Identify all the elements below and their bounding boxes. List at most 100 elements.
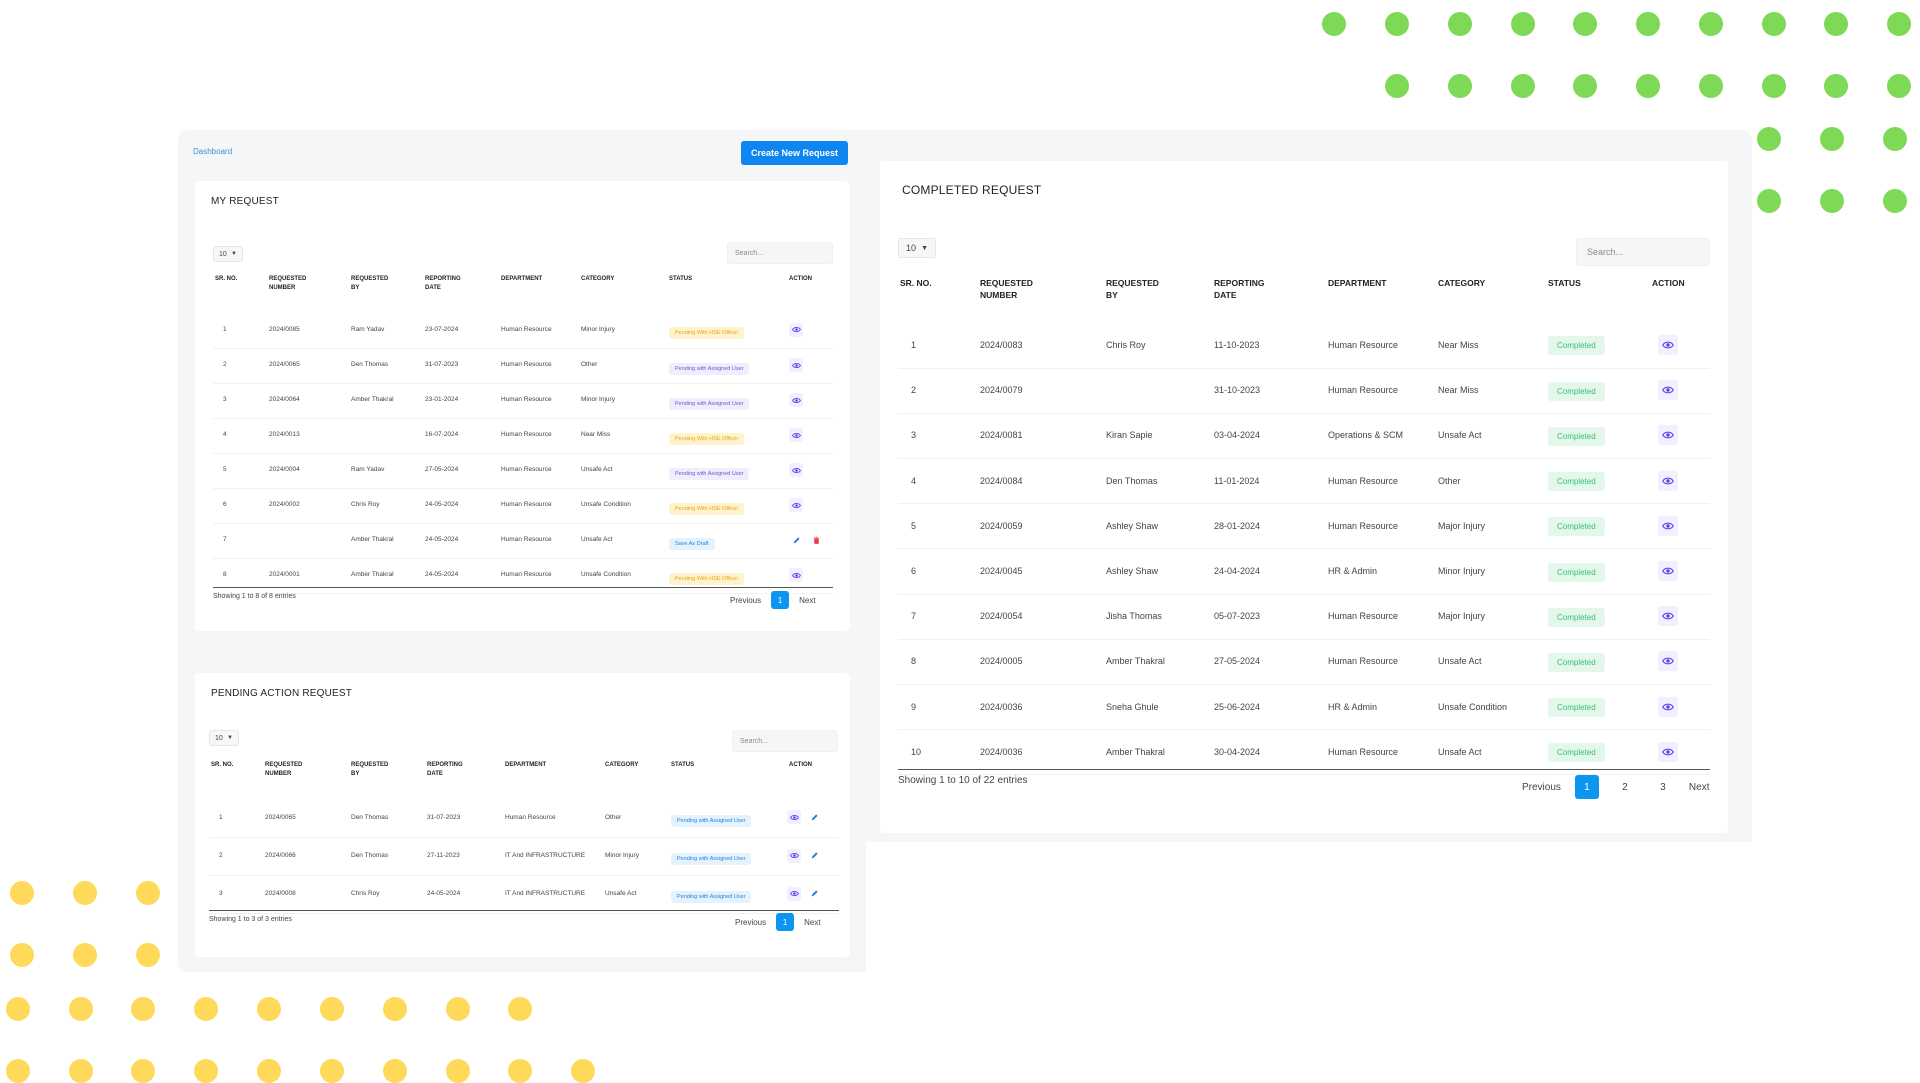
column-header[interactable]: ACTION <box>789 762 812 768</box>
pagination-page-2[interactable]: 2 <box>1622 781 1628 793</box>
pagination-next[interactable]: Next <box>799 595 816 605</box>
pagination-page-1[interactable]: 1 <box>776 913 795 931</box>
column-header[interactable]: SR. NO. <box>215 276 238 282</box>
create-new-request-button[interactable]: Create New Request <box>741 141 848 165</box>
action-cell <box>785 348 833 383</box>
action-cell <box>1648 549 1710 594</box>
column-header[interactable]: DEPARTMENT <box>1328 278 1387 288</box>
eye-icon[interactable] <box>1658 380 1678 401</box>
pencil-icon[interactable] <box>807 810 821 824</box>
eye-icon[interactable] <box>789 322 803 337</box>
pencil-icon[interactable] <box>789 533 803 547</box>
eye-icon[interactable] <box>1658 561 1678 582</box>
column-header[interactable]: STATUS <box>671 762 695 768</box>
eye-icon[interactable] <box>1658 696 1678 717</box>
pagination-previous[interactable]: Previous <box>1522 781 1561 793</box>
column-header[interactable]: CATEGORY <box>605 762 639 768</box>
category-cell: Unsafe Act <box>1438 656 1482 667</box>
sr-no-cell: 4 <box>223 431 227 439</box>
completed-pagination: Previous 1 2 3 Next <box>1522 775 1709 799</box>
column-header[interactable]: REQUESTED BY <box>351 276 389 291</box>
pagination-next[interactable]: Next <box>1688 781 1710 793</box>
eye-icon[interactable] <box>1658 651 1678 672</box>
eye-icon[interactable] <box>1658 606 1678 627</box>
requested-by-cell <box>347 418 421 453</box>
breadcrumb-dashboard[interactable]: Dashboard <box>193 147 233 156</box>
requested-by-cell: Amber Thakral <box>1106 746 1165 757</box>
column-header[interactable]: SR. NO. <box>900 278 932 288</box>
requested-by-cell: Ashley Shaw <box>1106 566 1159 577</box>
column-header[interactable]: REQUESTED BY <box>1106 278 1159 300</box>
eye-icon[interactable] <box>789 568 803 582</box>
table-row: 6 2024/0002 Chris Roy 24-05-2024 Human Resou… <box>213 488 833 523</box>
column-header[interactable]: DEPARTMENT <box>505 762 547 768</box>
completed-length-select[interactable]: 10 ▼ <box>898 238 936 258</box>
my-request-length-select[interactable]: 10 ▼ <box>213 246 243 262</box>
column-header[interactable]: REPORTING DATE <box>425 276 461 291</box>
eye-icon[interactable] <box>787 886 801 901</box>
column-header[interactable]: SR. NO. <box>211 762 234 768</box>
my-request-search-input[interactable]: Search... <box>727 242 833 264</box>
pagination-page-3[interactable]: 3 <box>1660 781 1666 793</box>
category-cell: Minor Injury <box>581 326 615 333</box>
pencil-icon[interactable] <box>807 887 821 901</box>
action-cell <box>785 875 839 913</box>
status-cell: Completed <box>1544 549 1648 594</box>
pagination-previous[interactable]: Previous <box>735 917 767 927</box>
eye-icon[interactable] <box>1658 470 1678 491</box>
pending-search-input[interactable]: Search... <box>732 730 838 752</box>
column-header[interactable]: REPORTING DATE <box>427 762 463 777</box>
eye-icon[interactable] <box>787 810 801 825</box>
requested-by-cell: Ram Yadav <box>351 466 385 474</box>
eye-icon[interactable] <box>1658 334 1678 355</box>
eye-icon[interactable] <box>1658 515 1678 536</box>
sr-no-cell: 8 <box>911 656 917 667</box>
eye-icon[interactable] <box>789 498 803 512</box>
column-header[interactable]: REQUESTED BY <box>351 762 389 777</box>
column-header[interactable]: CATEGORY <box>581 276 615 282</box>
column-header[interactable]: STATUS <box>1548 278 1581 288</box>
eye-icon[interactable] <box>787 848 801 863</box>
trash-icon[interactable] <box>809 533 823 547</box>
pencil-icon[interactable] <box>807 849 821 863</box>
search-placeholder: Search... <box>740 737 769 745</box>
column-header[interactable]: ACTION <box>1652 278 1685 288</box>
completed-request-table: SR. NO. REQUESTED NUMBER REQUESTED BY REPOR… <box>898 278 1710 775</box>
column-header[interactable]: REQUESTED NUMBER <box>269 276 307 291</box>
eye-icon[interactable] <box>789 358 803 372</box>
column-header[interactable]: REQUESTED NUMBER <box>980 278 1033 300</box>
status-badge: Pending with Assigned User <box>671 853 752 865</box>
status-badge: Completed <box>1548 743 1605 763</box>
eye-icon[interactable] <box>789 428 803 442</box>
column-header[interactable]: CATEGORY <box>1438 278 1486 288</box>
column-header[interactable]: REPORTING DATE <box>1214 278 1265 300</box>
table-row: 5 2024/0059 Ashley Shaw 28-01-2024 Human Res… <box>898 504 1710 549</box>
column-header[interactable]: DEPARTMENT <box>501 276 543 282</box>
eye-icon[interactable] <box>1658 425 1678 446</box>
pagination-previous[interactable]: Previous <box>730 595 762 605</box>
eye-icon[interactable] <box>789 393 803 407</box>
pending-length-select[interactable]: 10 ▼ <box>209 730 239 746</box>
column-header[interactable]: ACTION <box>789 276 812 282</box>
dashboard-panel: Dashboard Create New Request MY REQUEST … <box>178 130 1752 972</box>
category-cell: Unsafe Act <box>1438 746 1482 757</box>
status-cell: Completed <box>1544 594 1648 639</box>
my-request-pagination: Previous 1 Next <box>730 591 816 609</box>
department-cell: Human Resource <box>501 396 552 404</box>
column-header[interactable]: REQUESTED NUMBER <box>265 762 303 777</box>
status-badge: Pending With HSE Officer <box>669 572 745 585</box>
eye-icon[interactable] <box>1658 741 1678 762</box>
pagination-page-1[interactable]: 1 <box>1574 775 1599 799</box>
sr-no-cell: 1 <box>223 326 227 333</box>
completed-search-input[interactable]: Search... <box>1576 238 1710 266</box>
column-header[interactable]: STATUS <box>669 276 693 282</box>
eye-icon[interactable] <box>789 463 803 477</box>
status-cell: Pending with Assigned User <box>665 453 785 488</box>
table-row: 3 2024/0008 Chris Roy 24-05-2024 IT And INFR… <box>209 875 839 913</box>
sr-no-cell: 1 <box>911 339 917 350</box>
pagination-page-1[interactable]: 1 <box>771 591 790 609</box>
sr-no-cell: 6 <box>223 501 227 509</box>
pagination-next[interactable]: Next <box>804 917 821 927</box>
sr-no-cell: 3 <box>223 396 227 404</box>
department-cell: Human Resource <box>1328 475 1399 486</box>
